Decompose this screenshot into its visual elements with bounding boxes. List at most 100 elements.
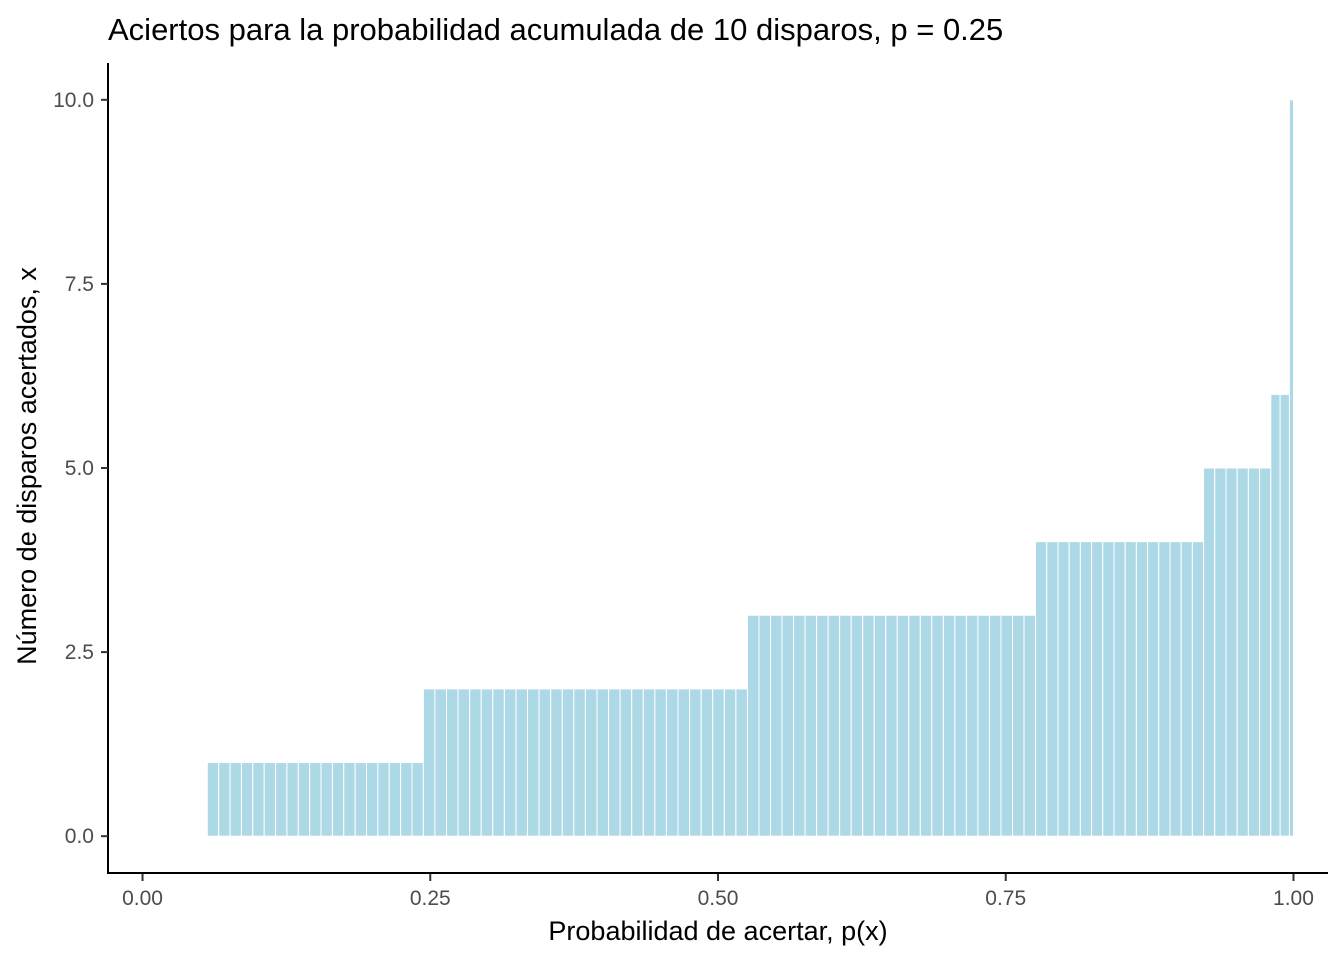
bar-86 xyxy=(1191,541,1205,837)
bar-5 xyxy=(263,762,277,837)
bar-76 xyxy=(1079,541,1093,837)
bar-67 xyxy=(977,614,990,837)
bar-33 xyxy=(584,688,598,837)
bar-75 xyxy=(1068,541,1081,837)
bar-62 xyxy=(919,614,933,837)
x-tick-label: 0.75 xyxy=(985,887,1026,910)
bar-4 xyxy=(252,762,265,837)
bar-38 xyxy=(642,688,656,837)
bar-18 xyxy=(411,762,424,837)
bar-43 xyxy=(700,688,714,837)
bar-0 xyxy=(206,762,220,837)
bar-7 xyxy=(286,762,299,837)
bar-41 xyxy=(677,688,691,837)
x-tick-label: 0.50 xyxy=(698,887,739,910)
bar-39 xyxy=(654,688,667,837)
bar-50 xyxy=(781,614,795,837)
bar-42 xyxy=(689,688,702,837)
bar-87 xyxy=(1203,467,1216,837)
x-axis-ticks: 0.00 0.25 0.50 0.75 1.00 xyxy=(122,874,1314,910)
y-tick-label: 0.0 xyxy=(65,825,94,848)
plot-area xyxy=(206,99,1294,837)
x-tick-label: 0.00 xyxy=(122,887,163,910)
bar-59 xyxy=(885,614,898,837)
bar-48 xyxy=(758,614,772,837)
bar-44 xyxy=(712,688,725,837)
bar-20 xyxy=(434,688,448,837)
bar-37 xyxy=(631,688,644,837)
bar-66 xyxy=(965,614,979,837)
bar-56 xyxy=(850,614,864,837)
bar-45 xyxy=(723,688,737,837)
bar-14 xyxy=(366,762,379,837)
bar-46 xyxy=(735,688,748,837)
x-tick-label: 1.00 xyxy=(1273,887,1314,910)
bar-72 xyxy=(1035,541,1048,837)
x-tick-label: 0.25 xyxy=(410,887,451,910)
bar-89 xyxy=(1225,467,1238,837)
bar-83 xyxy=(1158,541,1171,837)
bar-49 xyxy=(770,614,783,837)
bar-31 xyxy=(561,688,575,837)
bar-16 xyxy=(388,762,402,837)
bar-26 xyxy=(503,688,517,837)
bar-25 xyxy=(492,688,505,837)
bar-57 xyxy=(862,614,875,837)
bar-22 xyxy=(457,688,471,837)
bar-95 xyxy=(1288,99,1294,837)
bar-23 xyxy=(469,688,482,837)
bar-82 xyxy=(1147,541,1160,837)
bar-12 xyxy=(343,762,356,837)
y-axis-label: Número de disparos acertados, x xyxy=(12,267,42,665)
bar-93 xyxy=(1270,393,1281,837)
bar-92 xyxy=(1259,467,1272,837)
bar-2 xyxy=(229,762,242,837)
bar-61 xyxy=(908,614,921,837)
bar-68 xyxy=(988,614,1002,837)
bar-85 xyxy=(1180,541,1193,837)
bar-77 xyxy=(1091,541,1104,837)
bar-78 xyxy=(1102,541,1115,837)
chart-title: Aciertos para la probabilidad acumulada … xyxy=(108,12,1003,47)
bar-84 xyxy=(1169,541,1182,837)
bar-79 xyxy=(1113,541,1126,837)
bar-70 xyxy=(1011,614,1025,837)
bar-8 xyxy=(297,762,311,837)
bar-40 xyxy=(665,688,679,837)
y-tick-label: 5.0 xyxy=(65,457,94,480)
y-tick-label: 10.0 xyxy=(53,89,94,112)
bar-30 xyxy=(550,688,563,837)
bar-54 xyxy=(827,614,841,837)
bar-55 xyxy=(839,614,852,837)
bar-27 xyxy=(515,688,529,837)
bar-64 xyxy=(942,614,956,837)
bar-17 xyxy=(400,762,413,837)
bar-52 xyxy=(804,614,818,837)
bar-32 xyxy=(573,688,586,837)
y-axis-ticks: 0.0 2.5 5.0 7.5 10.0 xyxy=(53,89,108,848)
bar-15 xyxy=(377,762,390,837)
bar-91 xyxy=(1247,467,1261,837)
bar-21 xyxy=(446,688,459,837)
bar-36 xyxy=(619,688,633,837)
bar-81 xyxy=(1135,541,1149,837)
bar-24 xyxy=(480,688,494,837)
bar-35 xyxy=(608,688,621,837)
bar-53 xyxy=(816,614,829,837)
bar-47 xyxy=(746,614,760,837)
bar-60 xyxy=(896,614,910,837)
y-tick-label: 2.5 xyxy=(65,641,94,664)
bar-3 xyxy=(240,762,254,837)
bar-28 xyxy=(527,688,540,837)
bar-6 xyxy=(275,762,288,837)
bar-88 xyxy=(1214,467,1227,837)
bar-51 xyxy=(793,614,806,837)
bar-34 xyxy=(596,688,610,837)
bar-10 xyxy=(320,762,333,837)
bar-1 xyxy=(218,762,231,837)
bar-9 xyxy=(309,762,322,837)
bar-90 xyxy=(1236,467,1249,837)
bar-69 xyxy=(1000,614,1013,837)
bar-94 xyxy=(1279,393,1290,837)
